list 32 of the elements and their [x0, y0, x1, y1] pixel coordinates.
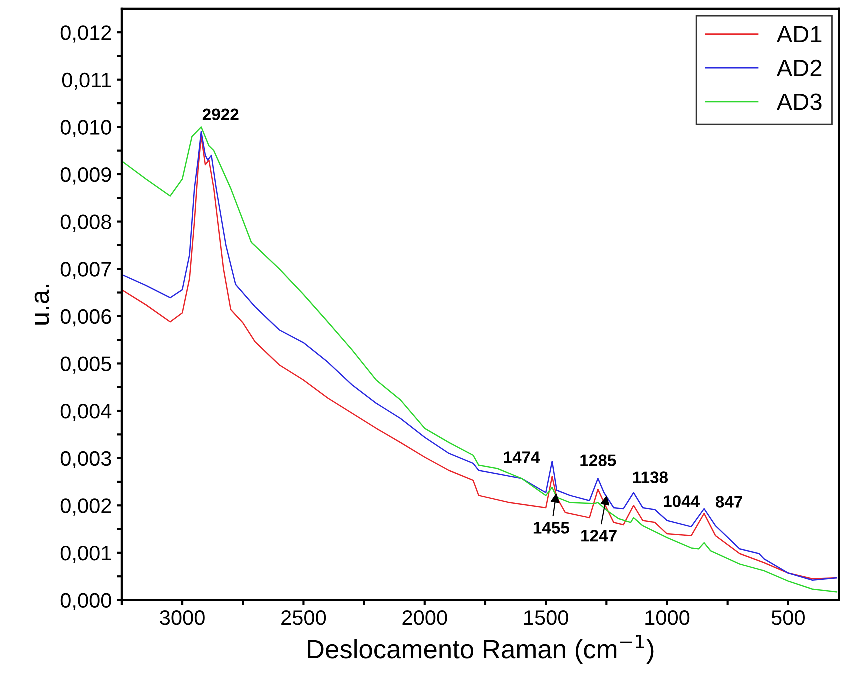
annotation: 1474: [504, 452, 540, 464]
y-tick-label: 0,010: [60, 120, 112, 138]
y-tick-label: 0,006: [60, 309, 112, 327]
y-axis-title: u.a.: [34, 284, 50, 325]
y-tick-label: 0,000: [60, 593, 112, 610]
x-axis-title: Deslocamento Raman (cm$^{−1}$): [308, 634, 654, 664]
y-tick-label: 0,008: [60, 214, 112, 232]
y-tick-label: 0,011: [62, 72, 112, 90]
annotation: 1285: [580, 454, 616, 466]
legend-label: AD3: [776, 94, 822, 110]
y-tick-label: 0,002: [60, 498, 112, 516]
x-tick-label: 1000: [646, 610, 690, 626]
annotation: 1247: [582, 530, 617, 542]
legend-label: AD2: [776, 60, 822, 76]
x-tick-label: 1500: [524, 610, 568, 626]
annotation: 847: [716, 496, 742, 508]
x-tick-label: 3000: [160, 610, 205, 626]
annotation: 1044: [664, 496, 700, 508]
x-tick-label: 2500: [282, 610, 326, 626]
y-tick-label: 0,012: [60, 26, 112, 43]
y-tick-label: 0,007: [60, 262, 112, 280]
y-tick-label: 0,001: [60, 546, 112, 564]
annotation: 2922: [202, 108, 239, 121]
legend-label: AD1: [776, 26, 822, 43]
y-tick-label: 0,004: [60, 404, 112, 422]
y-tick-label: 0,005: [60, 356, 112, 374]
y-tick-label: 0,009: [60, 167, 112, 185]
y-tick-label: 0,003: [60, 451, 112, 469]
x-tick-label: 500: [772, 610, 805, 626]
annotation: 1138: [633, 472, 668, 484]
annotation: 1455: [534, 522, 570, 534]
x-tick-label: 2000: [402, 610, 448, 626]
